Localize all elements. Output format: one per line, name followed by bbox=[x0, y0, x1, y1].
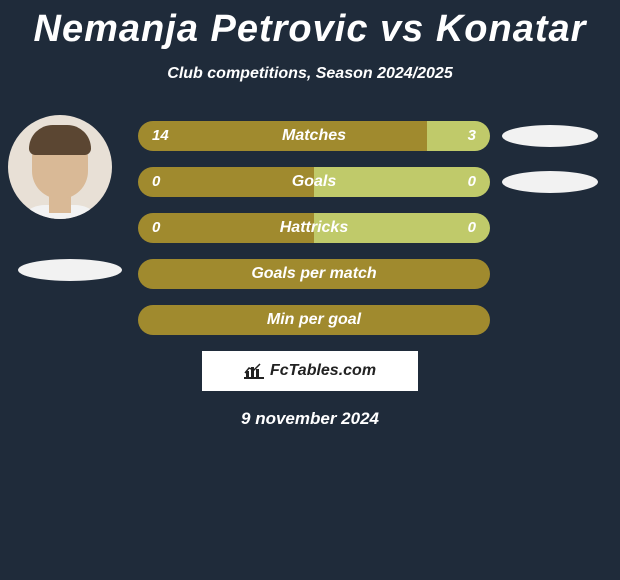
stat-value-left: 0 bbox=[152, 213, 160, 243]
player2-avatar-placeholder bbox=[502, 125, 598, 147]
player1-avatar bbox=[8, 115, 112, 219]
player1-name-placeholder bbox=[18, 259, 122, 281]
stat-bar: Min per goal bbox=[138, 305, 490, 335]
stat-bar: Matches14 3 bbox=[138, 121, 490, 151]
source-badge: FcTables.com bbox=[202, 351, 418, 391]
stat-value-right: 3 bbox=[468, 121, 476, 151]
stat-bar: Hattricks0 0 bbox=[138, 213, 490, 243]
stat-bar: Goals0 0 bbox=[138, 167, 490, 197]
date-text: 9 november 2024 bbox=[0, 409, 620, 429]
page-title: Nemanja Petrovic vs Konatar bbox=[0, 0, 620, 51]
stat-value-right: 0 bbox=[468, 213, 476, 243]
player2-name-placeholder bbox=[502, 171, 598, 193]
stat-label: Min per goal bbox=[138, 305, 490, 335]
stat-bars: Matches143Goals00Hattricks00Goals per ma… bbox=[138, 121, 490, 335]
chart-icon bbox=[244, 363, 264, 379]
stat-value-left: 0 bbox=[152, 167, 160, 197]
stat-label: Goals bbox=[138, 167, 490, 197]
stat-label: Matches bbox=[138, 121, 490, 151]
subtitle: Club competitions, Season 2024/2025 bbox=[0, 65, 620, 83]
stat-value-left: 14 bbox=[152, 121, 169, 151]
stat-bar: Goals per match bbox=[138, 259, 490, 289]
comparison-content: Matches143Goals00Hattricks00Goals per ma… bbox=[0, 121, 620, 429]
stat-label: Hattricks bbox=[138, 213, 490, 243]
stat-label: Goals per match bbox=[138, 259, 490, 289]
stat-value-right: 0 bbox=[468, 167, 476, 197]
badge-text: FcTables.com bbox=[270, 362, 376, 380]
